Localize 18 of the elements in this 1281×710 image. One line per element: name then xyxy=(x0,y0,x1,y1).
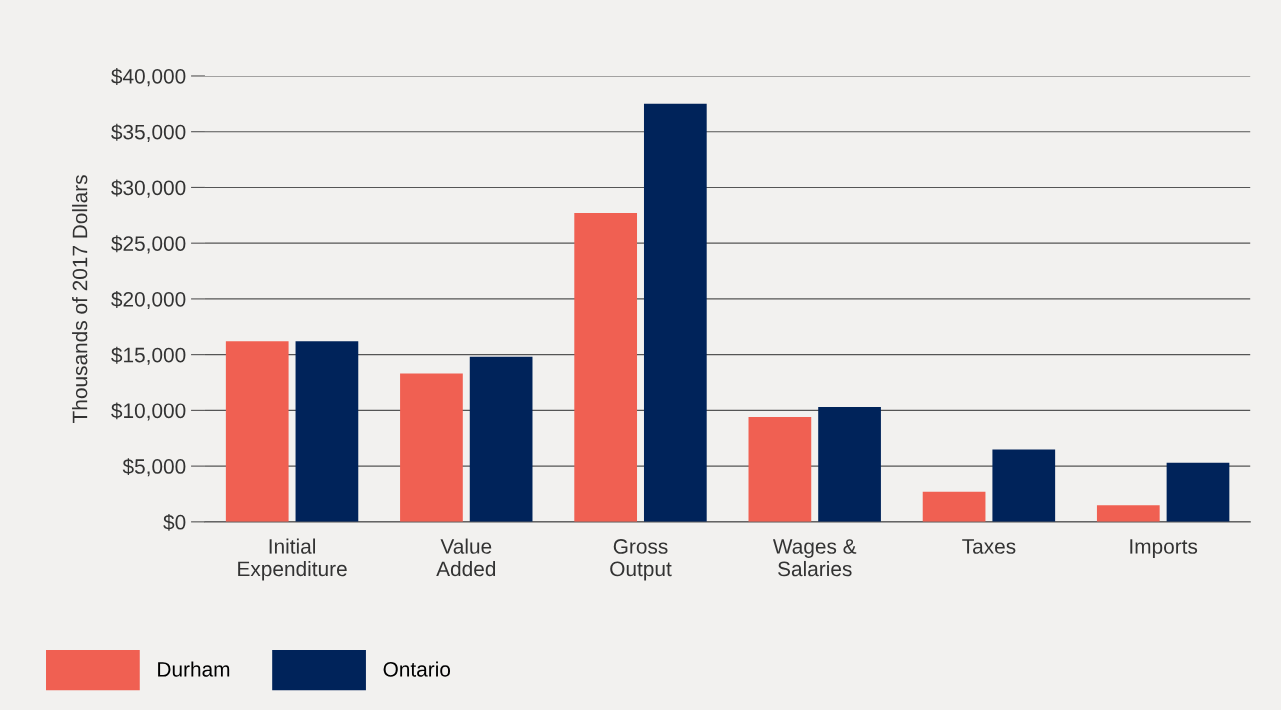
x-tick-label: Value Added xyxy=(436,538,496,577)
x-tick-label: Taxes xyxy=(962,539,1016,554)
y-tick-label: $25,000 xyxy=(111,235,186,254)
x-tick-label: Initial Expenditure xyxy=(238,538,347,581)
y-tick-label: $20,000 xyxy=(111,291,186,310)
y-tick-label: $0 xyxy=(163,513,186,531)
y-tick-label: $5,000 xyxy=(122,458,186,477)
y-tick-label: $30,000 xyxy=(111,179,186,198)
x-tick-label: Wages & Salaries xyxy=(772,539,857,577)
x-tick-label: Imports xyxy=(1130,539,1198,558)
legend-label: Ontario xyxy=(383,661,451,677)
y-tick-label: $35,000 xyxy=(111,123,186,142)
x-tick-label: Gross Output xyxy=(610,539,672,581)
y-tick-label: $40,000 xyxy=(111,68,186,87)
y-tick-label: $15,000 xyxy=(111,346,186,365)
legend-label: Durham xyxy=(158,661,230,677)
y-axis-title: Thousands of 2017 Dollars xyxy=(72,175,88,423)
y-tick-label: $10,000 xyxy=(111,402,186,421)
